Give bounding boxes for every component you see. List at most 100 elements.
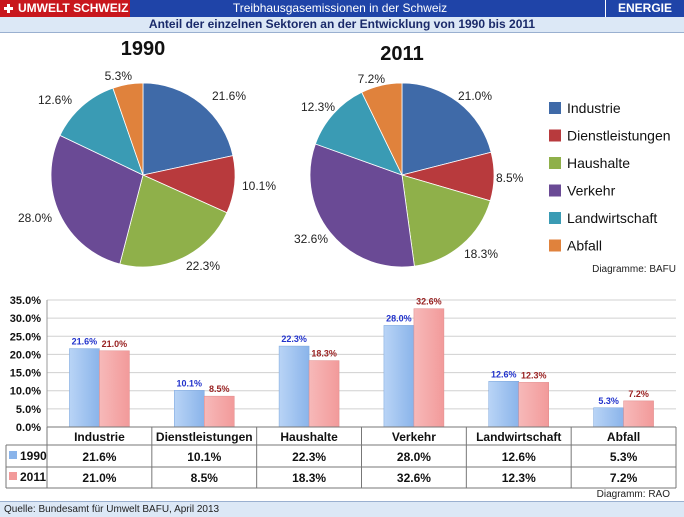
pie-label-2011-dienstleistungen: 8.5% bbox=[496, 171, 524, 185]
bar-1990-industrie bbox=[69, 348, 100, 428]
pie-slice-1990-industrie bbox=[142, 82, 234, 176]
y-tick-label-2: 10.0% bbox=[10, 386, 41, 398]
bar-2011-haushalte bbox=[308, 360, 340, 428]
table-cell-2011-verkehr: 32.6% bbox=[397, 471, 431, 485]
section-energie[interactable]: ENERGIE bbox=[605, 0, 684, 17]
bar-label-2011-abfall: 7.2% bbox=[628, 389, 649, 399]
pie-label-2011-haushalte: 18.3% bbox=[464, 247, 498, 261]
legend-label-haushalte: Haushalte bbox=[567, 155, 630, 171]
legend-label-abfall: Abfall bbox=[567, 238, 602, 254]
pie-slice-1990-haushalte bbox=[119, 174, 228, 268]
bar-label-1990-dienstleistungen: 10.1% bbox=[176, 378, 202, 388]
table-cell-2011-landwirtschaft: 12.3% bbox=[502, 471, 536, 485]
table-legend-label-1990: 1990 bbox=[20, 449, 47, 463]
bar-label-2011-haushalte: 18.3% bbox=[311, 349, 337, 359]
x-category-industrie: Industrie bbox=[74, 430, 125, 444]
pie-label-1990-industrie: 21.6% bbox=[212, 89, 246, 103]
legend-label-industrie: Industrie bbox=[567, 100, 621, 116]
pie-label-1990-dienstleistungen: 10.1% bbox=[242, 179, 276, 193]
pie-title-1990: 1990 bbox=[121, 38, 166, 60]
pie-label-1990-verkehr: 28.0% bbox=[18, 211, 52, 225]
bar-2011-landwirtschaft bbox=[518, 382, 549, 428]
brand-name: UMWELT SCHWEIZ bbox=[18, 1, 129, 15]
table-legend-swatch-1990 bbox=[9, 451, 17, 459]
table-cell-2011-dienstleistungen: 8.5% bbox=[191, 471, 219, 485]
bar-1990-haushalte bbox=[278, 345, 310, 428]
x-category-dienstleistungen: Dienstleistungen bbox=[156, 430, 253, 444]
y-tick-label-4: 20.0% bbox=[10, 349, 41, 361]
pie-label-2011-industrie: 21.0% bbox=[458, 89, 492, 103]
pie-label-2011-abfall: 7.2% bbox=[358, 72, 386, 86]
table-legend-label-2011: 2011 bbox=[20, 470, 46, 484]
pie-label-2011-verkehr: 32.6% bbox=[294, 232, 328, 246]
bar-1990-landwirtschaft bbox=[488, 381, 519, 428]
legend-swatch-haushalte bbox=[549, 157, 561, 169]
footer-source: Quelle: Bundesamt für Umwelt BAFU, April… bbox=[0, 501, 684, 517]
bar-label-2011-verkehr: 32.6% bbox=[416, 297, 442, 307]
legend-swatch-dienstleistungen bbox=[549, 129, 561, 142]
bar-2011-industrie bbox=[99, 350, 130, 428]
bar-label-2011-landwirtschaft: 12.3% bbox=[521, 370, 547, 380]
y-tick-label-0: 0.0% bbox=[16, 422, 41, 434]
swiss-cross-icon bbox=[3, 3, 14, 14]
chart-subtitle: Anteil der einzelnen Sektoren an der Ent… bbox=[0, 17, 684, 33]
bar-label-2011-dienstleistungen: 8.5% bbox=[209, 384, 230, 394]
y-tick-label-3: 15.0% bbox=[10, 368, 41, 380]
table-cell-1990-verkehr: 28.0% bbox=[397, 450, 431, 464]
table-legend-swatch-2011 bbox=[9, 472, 17, 480]
table-cell-1990-abfall: 5.3% bbox=[610, 450, 638, 464]
pie-slice-2011-industrie bbox=[401, 82, 492, 176]
y-tick-label-1: 5.0% bbox=[16, 404, 41, 416]
bar-1990-verkehr bbox=[383, 325, 415, 428]
pie-slice-2011-landwirtschaft bbox=[314, 91, 403, 176]
table-cell-1990-industrie: 21.6% bbox=[82, 450, 116, 464]
pie-slice-1990-landwirtschaft bbox=[59, 87, 144, 176]
bar-label-1990-landwirtschaft: 12.6% bbox=[491, 369, 517, 379]
x-category-verkehr: Verkehr bbox=[392, 430, 436, 444]
x-category-landwirtschaft: Landwirtschaft bbox=[476, 430, 561, 444]
pie-label-2011-landwirtschaft: 12.3% bbox=[301, 100, 335, 114]
x-category-abfall: Abfall bbox=[607, 430, 640, 444]
pie-slice-2011-verkehr bbox=[309, 143, 415, 268]
table-cell-1990-landwirtschaft: 12.6% bbox=[502, 450, 536, 464]
y-tick-label-7: 35.0% bbox=[10, 295, 41, 307]
pie-slice-1990-verkehr bbox=[50, 134, 144, 265]
bar-2011-verkehr bbox=[413, 308, 445, 428]
top-bar: UMWELT SCHWEIZ Treibhausgasemissionen in… bbox=[0, 0, 684, 17]
table-cell-1990-haushalte: 22.3% bbox=[292, 450, 326, 464]
table-cell-2011-industrie: 21.0% bbox=[82, 471, 116, 485]
bar-label-1990-abfall: 5.3% bbox=[598, 396, 619, 406]
bar-2011-dienstleistungen bbox=[204, 395, 235, 428]
legend-label-verkehr: Verkehr bbox=[567, 183, 616, 199]
legend-swatch-industrie bbox=[549, 102, 561, 114]
bar-label-2011-industrie: 21.0% bbox=[102, 339, 128, 349]
legend-swatch-landwirtschaft bbox=[549, 212, 561, 224]
bar-label-1990-verkehr: 28.0% bbox=[386, 313, 412, 323]
bar-1990-abfall bbox=[593, 407, 624, 428]
pie-slice-1990-abfall bbox=[112, 82, 144, 176]
bar-label-1990-haushalte: 22.3% bbox=[281, 334, 307, 344]
bar-1990-dienstleistungen bbox=[174, 390, 205, 428]
pie-source-note: Diagramme: BAFU bbox=[592, 264, 676, 275]
pie-label-1990-abfall: 5.3% bbox=[105, 69, 133, 83]
bar-source-note: Diagramm: RAO bbox=[597, 489, 671, 500]
bar-2011-abfall bbox=[623, 400, 654, 428]
y-tick-label-6: 30.0% bbox=[10, 313, 41, 325]
table-cell-2011-abfall: 7.2% bbox=[610, 471, 638, 485]
pie-label-1990-haushalte: 22.3% bbox=[186, 259, 220, 273]
table-cell-1990-dienstleistungen: 10.1% bbox=[187, 450, 221, 464]
pie-label-1990-landwirtschaft: 12.6% bbox=[38, 93, 72, 107]
pie-slice-2011-haushalte bbox=[401, 174, 491, 267]
brand-logo[interactable]: UMWELT SCHWEIZ bbox=[0, 0, 130, 17]
x-category-haushalte: Haushalte bbox=[280, 430, 338, 444]
y-tick-label-5: 25.0% bbox=[10, 331, 41, 343]
pie-slice-2011-abfall bbox=[361, 82, 403, 176]
bar-label-1990-industrie: 21.6% bbox=[72, 337, 98, 347]
legend-label-dienstleistungen: Dienstleistungen bbox=[567, 128, 671, 144]
table-cell-2011-haushalte: 18.3% bbox=[292, 471, 326, 485]
legend-swatch-verkehr bbox=[549, 184, 561, 197]
legend-swatch-abfall bbox=[549, 239, 561, 252]
pie-title-2011: 2011 bbox=[380, 43, 423, 65]
page-title: Treibhausgasemissionen in der Schweiz bbox=[232, 1, 448, 15]
